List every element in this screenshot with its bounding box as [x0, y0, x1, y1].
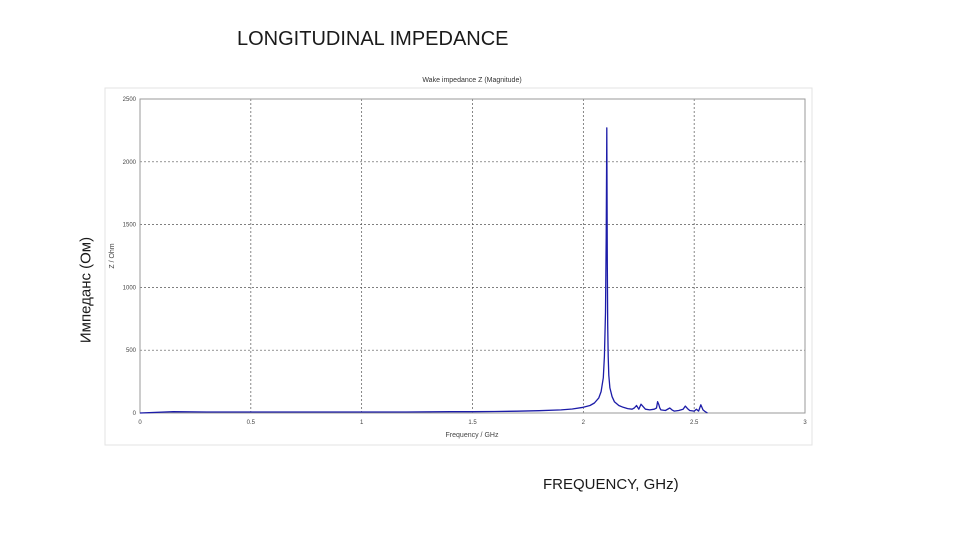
y-tick-label: 1000 — [123, 285, 137, 291]
x-tick-label: 1.5 — [468, 420, 477, 426]
y-tick-label: 2500 — [123, 97, 137, 103]
y-tick-label: 2000 — [123, 160, 137, 166]
series-line — [139, 127, 708, 414]
y-tick-label: 1500 — [123, 223, 137, 229]
x-tick-label: 2.5 — [690, 420, 699, 426]
y-tick-label: 0 — [133, 411, 137, 417]
x-tick-label: 0 — [138, 420, 142, 426]
series-group — [139, 127, 708, 414]
x-tick-label: 0.5 — [247, 420, 256, 426]
x-tick-labels: 0 0.5 1 1.5 2 2.5 3 — [138, 420, 807, 426]
y-axis-label: Z / Ohm — [109, 243, 116, 268]
chart-frame — [104, 87, 813, 446]
grid-lines — [140, 99, 805, 413]
x-tick-label: 1 — [360, 420, 364, 426]
x-tick-label: 3 — [803, 420, 807, 426]
x-tick-label: 2 — [582, 420, 586, 426]
x-axis-label: Frequency / GHz — [446, 432, 499, 439]
x-axis-caption: FREQUENCY, GHz) — [543, 476, 679, 493]
plot-area-border — [139, 98, 806, 414]
y-tick-label: 500 — [126, 348, 137, 354]
y-tick-labels: 0 500 1000 1500 2000 2500 — [123, 97, 137, 417]
chart-title: Wake impedance Z (Magnitude) — [422, 77, 521, 84]
slide-title: LONGITUDINAL IMPEDANCE — [237, 28, 509, 50]
